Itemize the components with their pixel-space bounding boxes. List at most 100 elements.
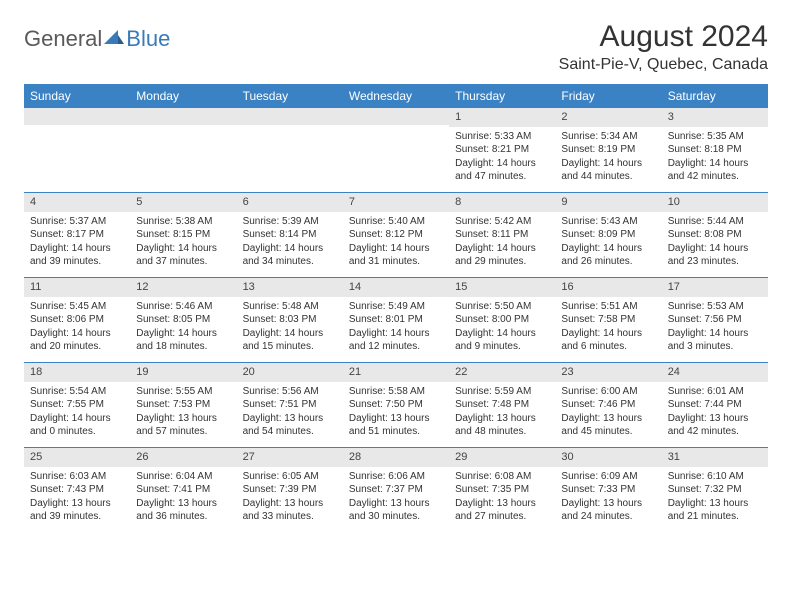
day-cell: 25Sunrise: 6:03 AMSunset: 7:43 PMDayligh… [24, 448, 130, 532]
day-content: Sunrise: 6:04 AMSunset: 7:41 PMDaylight:… [130, 467, 236, 528]
sunrise-text: Sunrise: 5:39 AM [243, 215, 337, 229]
day-content: Sunrise: 5:39 AMSunset: 8:14 PMDaylight:… [237, 212, 343, 273]
sunrise-text: Sunrise: 5:42 AM [455, 215, 549, 229]
day-cell: 21Sunrise: 5:58 AMSunset: 7:50 PMDayligh… [343, 363, 449, 447]
daylight-text: Daylight: 14 hours and 0 minutes. [30, 412, 124, 439]
day-number: 31 [662, 448, 768, 467]
daylight-text: Daylight: 14 hours and 12 minutes. [349, 327, 443, 354]
sunset-text: Sunset: 7:56 PM [668, 313, 762, 327]
day-content: Sunrise: 5:56 AMSunset: 7:51 PMDaylight:… [237, 382, 343, 443]
month-title: August 2024 [559, 20, 768, 54]
daylight-text: Daylight: 13 hours and 48 minutes. [455, 412, 549, 439]
sunrise-text: Sunrise: 6:00 AM [561, 385, 655, 399]
daylight-text: Daylight: 14 hours and 3 minutes. [668, 327, 762, 354]
sunrise-text: Sunrise: 5:34 AM [561, 130, 655, 144]
day-number: 10 [662, 193, 768, 212]
day-cell: 9 Sunrise: 5:43 AMSunset: 8:09 PMDaylight… [555, 193, 661, 277]
daylight-text: Daylight: 13 hours and 51 minutes. [349, 412, 443, 439]
day-header-tue: Tuesday [237, 84, 343, 108]
sunset-text: Sunset: 8:21 PM [455, 143, 549, 157]
day-content: Sunrise: 6:00 AMSunset: 7:46 PMDaylight:… [555, 382, 661, 443]
day-content: Sunrise: 6:08 AMSunset: 7:35 PMDaylight:… [449, 467, 555, 528]
day-header-wed: Wednesday [343, 84, 449, 108]
location-label: Saint-Pie-V, Quebec, Canada [559, 56, 768, 74]
day-content: Sunrise: 5:34 AMSunset: 8:19 PMDaylight:… [555, 127, 661, 188]
daylight-text: Daylight: 14 hours and 42 minutes. [668, 157, 762, 184]
daylight-text: Daylight: 13 hours and 57 minutes. [136, 412, 230, 439]
day-content: Sunrise: 5:55 AMSunset: 7:53 PMDaylight:… [130, 382, 236, 443]
day-number: 27 [237, 448, 343, 467]
sunrise-text: Sunrise: 5:35 AM [668, 130, 762, 144]
sunset-text: Sunset: 7:44 PM [668, 398, 762, 412]
sunrise-text: Sunrise: 5:45 AM [30, 300, 124, 314]
day-cell: 4Sunrise: 5:37 AMSunset: 8:17 PMDaylight… [24, 193, 130, 277]
logo-triangle-icon [104, 30, 124, 48]
sunrise-text: Sunrise: 5:48 AM [243, 300, 337, 314]
day-cell: 14Sunrise: 5:49 AMSunset: 8:01 PMDayligh… [343, 278, 449, 362]
day-cell: 30Sunrise: 6:09 AMSunset: 7:33 PMDayligh… [555, 448, 661, 532]
daylight-text: Daylight: 14 hours and 31 minutes. [349, 242, 443, 269]
day-content: Sunrise: 5:48 AMSunset: 8:03 PMDaylight:… [237, 297, 343, 358]
logo-text-general: General [24, 26, 102, 52]
daylight-text: Daylight: 14 hours and 26 minutes. [561, 242, 655, 269]
day-number: 9 [555, 193, 661, 212]
day-number: 18 [24, 363, 130, 382]
sunrise-text: Sunrise: 6:03 AM [30, 470, 124, 484]
day-content: Sunrise: 5:59 AMSunset: 7:48 PMDaylight:… [449, 382, 555, 443]
sunrise-text: Sunrise: 6:05 AM [243, 470, 337, 484]
day-content: Sunrise: 6:06 AMSunset: 7:37 PMDaylight:… [343, 467, 449, 528]
day-content: Sunrise: 6:05 AMSunset: 7:39 PMDaylight:… [237, 467, 343, 528]
day-cell: 3Sunrise: 5:35 AMSunset: 8:18 PMDaylight… [662, 108, 768, 192]
day-headers-row: Sunday Monday Tuesday Wednesday Thursday… [24, 84, 768, 108]
day-number: 11 [24, 278, 130, 297]
sunset-text: Sunset: 8:12 PM [349, 228, 443, 242]
week-row: 1Sunrise: 5:33 AMSunset: 8:21 PMDaylight… [24, 108, 768, 192]
day-number: 24 [662, 363, 768, 382]
daylight-text: Daylight: 13 hours and 27 minutes. [455, 497, 549, 524]
day-number: 6 [237, 193, 343, 212]
sunset-text: Sunset: 7:43 PM [30, 483, 124, 497]
day-cell: 16Sunrise: 5:51 AMSunset: 7:58 PMDayligh… [555, 278, 661, 362]
week-row: 11Sunrise: 5:45 AMSunset: 8:06 PMDayligh… [24, 277, 768, 362]
sunrise-text: Sunrise: 6:10 AM [668, 470, 762, 484]
sunrise-text: Sunrise: 5:44 AM [668, 215, 762, 229]
sunset-text: Sunset: 8:09 PM [561, 228, 655, 242]
day-cell: 8Sunrise: 5:42 AMSunset: 8:11 PMDaylight… [449, 193, 555, 277]
sunrise-text: Sunrise: 6:06 AM [349, 470, 443, 484]
sunset-text: Sunset: 8:14 PM [243, 228, 337, 242]
daylight-text: Daylight: 14 hours and 44 minutes. [561, 157, 655, 184]
day-cell: 27Sunrise: 6:05 AMSunset: 7:39 PMDayligh… [237, 448, 343, 532]
page-header: General Blue August 2024 Saint-Pie-V, Qu… [24, 20, 768, 74]
calendar-page: General Blue August 2024 Saint-Pie-V, Qu… [0, 0, 792, 552]
daylight-text: Daylight: 13 hours and 39 minutes. [30, 497, 124, 524]
sunset-text: Sunset: 8:17 PM [30, 228, 124, 242]
day-header-fri: Friday [555, 84, 661, 108]
sunset-text: Sunset: 8:03 PM [243, 313, 337, 327]
daylight-text: Daylight: 14 hours and 6 minutes. [561, 327, 655, 354]
day-number: 12 [130, 278, 236, 297]
day-content: Sunrise: 5:38 AMSunset: 8:15 PMDaylight:… [130, 212, 236, 273]
sunset-text: Sunset: 8:11 PM [455, 228, 549, 242]
sunrise-text: Sunrise: 5:43 AM [561, 215, 655, 229]
calendar-grid: Sunday Monday Tuesday Wednesday Thursday… [24, 84, 768, 532]
sunset-text: Sunset: 8:19 PM [561, 143, 655, 157]
week-row: 18Sunrise: 5:54 AMSunset: 7:55 PMDayligh… [24, 362, 768, 447]
day-content: Sunrise: 5:50 AMSunset: 8:00 PMDaylight:… [449, 297, 555, 358]
day-content: Sunrise: 6:01 AMSunset: 7:44 PMDaylight:… [662, 382, 768, 443]
daylight-text: Daylight: 14 hours and 39 minutes. [30, 242, 124, 269]
day-cell: 5Sunrise: 5:38 AMSunset: 8:15 PMDaylight… [130, 193, 236, 277]
day-cell [343, 108, 449, 192]
day-number: 14 [343, 278, 449, 297]
daylight-text: Daylight: 13 hours and 33 minutes. [243, 497, 337, 524]
day-cell: 24Sunrise: 6:01 AMSunset: 7:44 PMDayligh… [662, 363, 768, 447]
day-cell: 17Sunrise: 5:53 AMSunset: 7:56 PMDayligh… [662, 278, 768, 362]
day-cell: 26Sunrise: 6:04 AMSunset: 7:41 PMDayligh… [130, 448, 236, 532]
day-number: 21 [343, 363, 449, 382]
daylight-text: Daylight: 13 hours and 45 minutes. [561, 412, 655, 439]
week-row: 25Sunrise: 6:03 AMSunset: 7:43 PMDayligh… [24, 447, 768, 532]
daylight-text: Daylight: 13 hours and 42 minutes. [668, 412, 762, 439]
daylight-text: Daylight: 13 hours and 21 minutes. [668, 497, 762, 524]
day-number [343, 108, 449, 125]
title-block: August 2024 Saint-Pie-V, Quebec, Canada [559, 20, 768, 74]
day-cell: 11Sunrise: 5:45 AMSunset: 8:06 PMDayligh… [24, 278, 130, 362]
